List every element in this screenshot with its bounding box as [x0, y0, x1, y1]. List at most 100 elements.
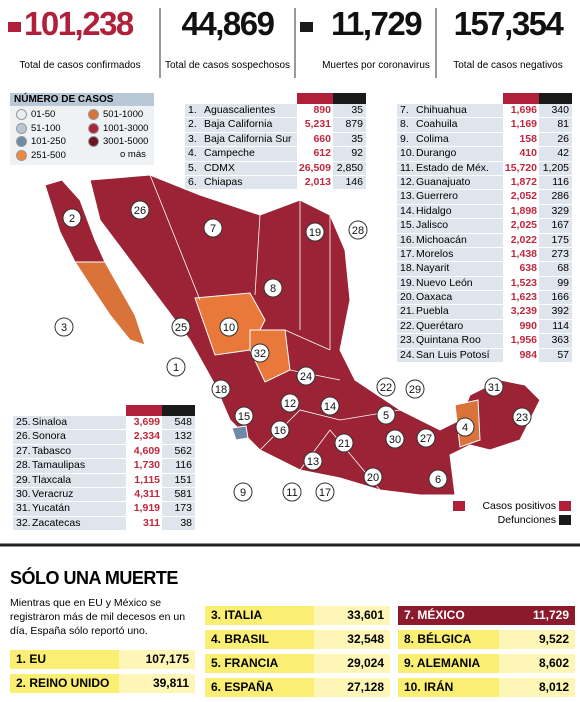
deaths: 340 — [551, 104, 569, 116]
header-spacer — [13, 405, 126, 416]
cases: 1,696 — [503, 104, 539, 118]
state-name: Tlaxcala — [32, 473, 72, 486]
map-label-circle — [315, 482, 335, 502]
state-name: Estado de Méx. — [416, 161, 489, 174]
map-label: 10 — [223, 322, 235, 334]
deaths: 99 — [557, 276, 569, 289]
state-name: Oaxaca — [416, 291, 453, 304]
state-name: Chiapas — [204, 175, 243, 188]
header-cases — [126, 405, 162, 416]
map-label-circle — [211, 379, 231, 399]
map-label-circle — [234, 406, 254, 426]
deaths: 114 — [552, 319, 569, 332]
header-spacer — [185, 93, 297, 104]
state-number: 4. — [188, 147, 197, 160]
cases: 4,609 — [126, 444, 162, 459]
table-header — [397, 93, 572, 104]
legend-deaths: Defunciones — [497, 514, 556, 526]
ranking-country: 4. BRASIL — [205, 630, 314, 649]
state-number: 23. — [400, 334, 415, 347]
state-name: Baja California Sur — [204, 132, 292, 145]
table-row: 25. Sinaloa 3,699 548 — [13, 416, 195, 431]
legend-cases: Casos positivos — [482, 500, 556, 512]
cases: 2,022 — [503, 233, 539, 247]
section-title: SÓLO UNA MUERTE — [10, 568, 178, 588]
ranking-country: 2. REINO UNIDO — [10, 674, 119, 693]
map-label-circle — [171, 317, 191, 337]
table-row: 3. Baja California Sur 660 35 — [185, 132, 366, 148]
state-name: San Luis Potosí — [416, 348, 490, 361]
ranking-deaths: 9,522 — [499, 630, 575, 649]
map-label: 9 — [240, 487, 246, 499]
legend-dot — [16, 136, 27, 147]
state-name: Durango — [416, 147, 457, 160]
table-row: 13. Guerrero 2,052 286 — [397, 190, 572, 205]
header-deaths — [333, 93, 366, 104]
state-number: 22. — [400, 319, 415, 332]
legend: NÚMERO DE CASOS 01-50 51-100 101-250 251-500… — [10, 93, 154, 165]
header-deaths — [162, 405, 195, 416]
map-label: 7 — [210, 223, 216, 235]
state-number: 6. — [188, 175, 197, 188]
cases: 1,898 — [503, 204, 539, 219]
stat-value: 157,354 — [453, 5, 564, 42]
table-row: 9. Colima 158 26 — [397, 132, 572, 148]
state-name: Tabasco — [32, 444, 72, 457]
map-label: 11 — [286, 487, 297, 499]
ranking-deaths: 39,811 — [119, 674, 195, 693]
cases: 26,509 — [297, 161, 333, 175]
table-row: 31. Yucatán 1,919 173 — [13, 502, 195, 517]
ranking-deaths: 11,729 — [499, 606, 575, 625]
ranking-country: 1. EU — [10, 650, 119, 669]
state-number: 9. — [400, 132, 409, 145]
cases: 3,699 — [126, 416, 162, 430]
table-row: 17. Morelos 1,438 273 — [397, 247, 572, 263]
cases: 2,334 — [126, 430, 162, 444]
table-row: 8. Coahuila 1,169 81 — [397, 118, 572, 133]
cases: 1,956 — [503, 334, 539, 348]
legend-title: NÚMERO DE CASOS — [10, 93, 154, 106]
ranking-country: 6. ESPAÑA — [205, 678, 314, 697]
state-number: 31. — [16, 502, 31, 515]
map-label-circle — [303, 451, 323, 471]
stat-label: Total de casos sospechosos — [164, 60, 291, 71]
deaths: 116 — [175, 459, 192, 472]
map-label: 17 — [319, 487, 331, 499]
table-row: 7. Chihuahua 1,696 340 — [397, 104, 572, 119]
deaths: 68 — [557, 262, 569, 275]
state-table: 7. Chihuahua 1,696 340 8. Coahuila 1,169 81 9. Co… — [397, 93, 572, 364]
state-zacatecas — [249, 329, 291, 383]
legend-dot — [88, 122, 99, 134]
ranking-row: 4. BRASIL 32,548 — [205, 630, 390, 649]
map-label-circle — [296, 366, 316, 386]
table-row: 24. San Luis Potosí 984 57 — [397, 348, 572, 364]
deaths: 329 — [551, 204, 569, 217]
table-row: 18. Nayarit 638 68 — [397, 262, 572, 277]
state-name: Nayarit — [416, 262, 450, 275]
cases: 1,872 — [503, 175, 539, 190]
map-label: 8 — [270, 283, 276, 295]
cases: 1,523 — [503, 276, 539, 291]
ranking-row: 8. BÉLGICA 9,522 — [398, 630, 575, 649]
cases: 1,115 — [126, 473, 162, 487]
state-number: 8. — [400, 118, 409, 131]
map-label-circle — [280, 393, 300, 413]
state-name: Yucatán — [32, 502, 70, 515]
deaths: 35 — [351, 104, 363, 116]
ranking-deaths: 27,128 — [314, 678, 390, 697]
deaths: 562 — [174, 444, 192, 457]
map-label-circle — [512, 407, 532, 427]
state-number: 10. — [400, 147, 415, 160]
deaths: 57 — [557, 348, 569, 361]
map-label-circle — [484, 377, 504, 397]
legend-label: 501-1000 — [103, 109, 144, 121]
table-row: 21. Puebla 3,239 392 — [397, 305, 572, 320]
map-label-circle — [348, 220, 368, 240]
stat-marker-black — [300, 22, 313, 32]
legend-item: 01-50 — [16, 109, 55, 120]
cases: 3,239 — [503, 305, 539, 319]
cases: 158 — [503, 132, 539, 147]
state-name: Coahuila — [416, 118, 458, 131]
